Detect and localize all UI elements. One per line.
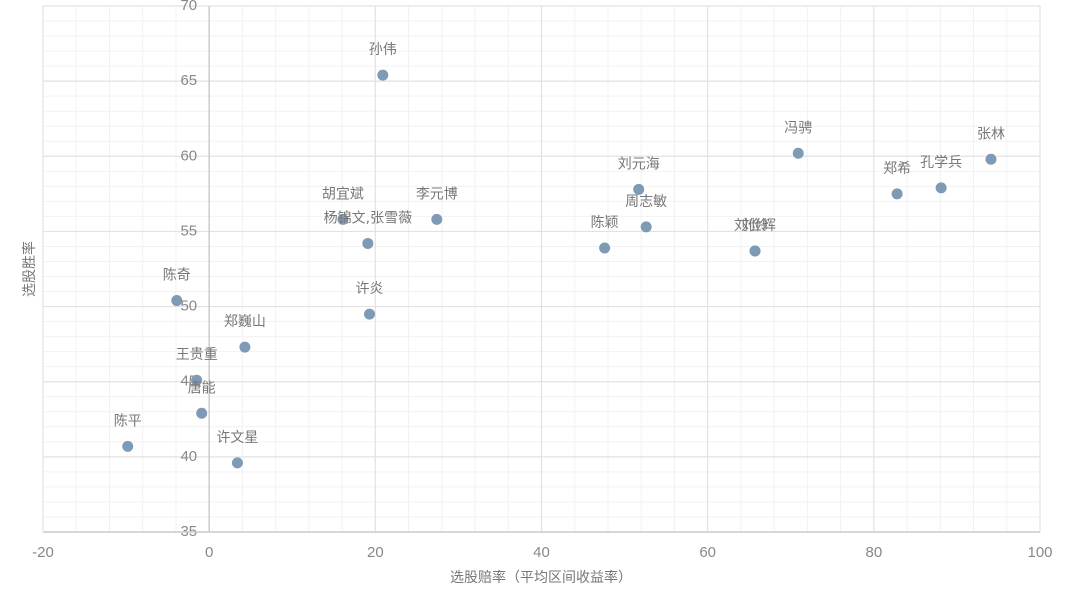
point — [337, 213, 349, 225]
point-label: 郑希 — [883, 161, 911, 177]
y-tick-label: 65 — [180, 72, 197, 89]
point-label: 郑巍山 — [224, 314, 266, 330]
point-label: 陈奇 — [163, 267, 191, 284]
y-tick-label: 55 — [180, 222, 197, 239]
x-tick-label: -20 — [32, 544, 54, 561]
y-tick-label: 50 — [180, 298, 197, 315]
point-label: 孙伟 — [369, 42, 397, 58]
x-axis-label: 选股赔率（平均区间收益率） — [450, 569, 632, 586]
point — [985, 153, 997, 165]
y-axis-label: 选股胜率 — [21, 241, 38, 297]
point — [633, 183, 645, 195]
point-label: 杨锦文,张雪薇 — [324, 209, 412, 226]
point — [122, 440, 134, 452]
point-label: 陈平 — [114, 412, 142, 429]
point-label: 张林 — [977, 126, 1005, 142]
point — [239, 341, 251, 353]
point-label: 孔学兵 — [920, 155, 962, 171]
point — [191, 374, 203, 386]
point — [431, 213, 443, 225]
point-label: 王贵重 — [176, 347, 218, 363]
point — [640, 221, 652, 233]
x-tick-label: 80 — [865, 544, 882, 561]
point — [891, 188, 903, 200]
point-label: 陈颖 — [591, 214, 619, 231]
point-label: 冯骋 — [784, 120, 812, 136]
point-label: 胡宜斌 — [322, 186, 364, 202]
point-label: 许文星 — [216, 430, 258, 446]
point-label: 刘俭辉 — [734, 218, 776, 234]
point — [792, 147, 804, 159]
point — [231, 457, 243, 469]
point — [362, 237, 374, 249]
y-tick-label: 40 — [180, 448, 197, 465]
x-tick-label: 0 — [205, 544, 213, 561]
x-tick-label: 60 — [699, 544, 716, 561]
x-tick-label: 40 — [533, 544, 550, 561]
point-label: 李元博 — [416, 185, 458, 202]
point-label: 周志敏 — [625, 194, 667, 210]
point — [171, 295, 183, 307]
point — [196, 407, 208, 419]
x-tick-label: 100 — [1027, 544, 1052, 561]
y-tick-label: 60 — [180, 147, 197, 164]
point — [364, 308, 376, 320]
point — [599, 242, 611, 254]
point — [377, 69, 389, 81]
point-label: 刘伶 — [741, 218, 769, 234]
point — [749, 245, 761, 257]
x-tick-label: 20 — [367, 544, 384, 561]
point-label: 刘元海 — [618, 156, 660, 172]
point — [935, 182, 947, 194]
point-label: 许炎 — [356, 281, 384, 297]
y-tick-label: 70 — [180, 0, 197, 14]
point-label: 唐能 — [188, 379, 216, 396]
